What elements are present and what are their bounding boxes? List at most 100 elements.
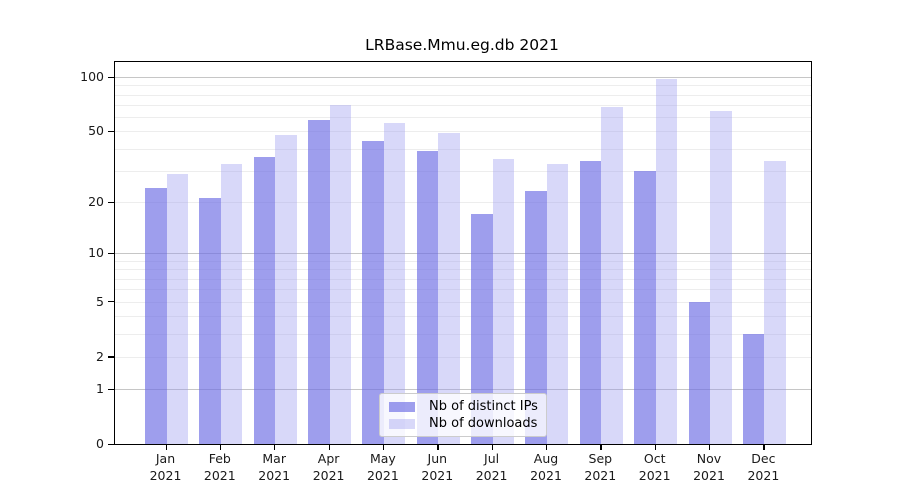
- x-tick-jan: [165, 444, 167, 451]
- bar-nb-of-distinct-ips-jan: [145, 188, 167, 444]
- bar-nb-of-downloads-feb: [220, 163, 243, 444]
- y-tick-0: [108, 443, 114, 445]
- bar-nb-of-downloads-oct: [655, 79, 678, 444]
- y-tick-label-2: 2: [96, 348, 104, 364]
- x-tick-label-jan: Jan 2021: [134, 450, 198, 484]
- y-tick-20: [108, 201, 114, 203]
- x-tick-year-apr: 2021: [312, 468, 345, 483]
- x-tick-nov: [709, 444, 711, 451]
- gridline-minor-70: [115, 105, 811, 106]
- x-tick-apr: [328, 444, 330, 451]
- bar-nb-of-downloads-apr: [329, 105, 352, 444]
- bar-nb-of-distinct-ips-dec: [742, 333, 765, 444]
- x-tick-label-apr: Apr 2021: [297, 450, 361, 484]
- x-tick-year-mar: 2021: [258, 468, 291, 483]
- x-tick-oct: [654, 444, 656, 451]
- bar-nb-of-downloads-may: [383, 122, 406, 444]
- gridline-minor-8: [115, 269, 811, 271]
- x-tick-label-aug: Aug 2021: [514, 450, 578, 484]
- gridline-major-1: [115, 388, 811, 390]
- gridline-minor-50: [115, 131, 811, 133]
- x-tick-label-may: May 2021: [351, 450, 415, 484]
- chart-title: LRBase.Mmu.eg.db 2021: [365, 36, 559, 54]
- y-tick-label-50: 50: [88, 123, 104, 139]
- x-tick-may: [382, 444, 385, 451]
- x-tick-feb: [219, 444, 222, 451]
- gridline-minor-5: [115, 301, 811, 303]
- x-tick-sep: [600, 444, 602, 451]
- bar-nb-of-distinct-ips-nov: [688, 301, 710, 444]
- gridline-major-10: [115, 253, 811, 255]
- bar-nb-of-distinct-ips-may: [362, 141, 384, 444]
- legend-item-downloads: Nb of downloads: [387, 416, 539, 431]
- x-tick-year-sep: 2021: [584, 468, 617, 483]
- y-tick-label-5: 5: [96, 293, 104, 309]
- legend-item-distinct-ips: Nb of distinct IPs: [387, 399, 539, 414]
- x-tick-label-jul: Jul 2021: [460, 450, 524, 484]
- y-tick-label-10: 10: [88, 245, 104, 261]
- x-tick-year-nov: 2021: [693, 468, 725, 483]
- x-tick-dec: [763, 444, 765, 451]
- bar-nb-of-distinct-ips-jun: [416, 150, 439, 444]
- bar-nb-of-downloads-mar: [275, 134, 297, 444]
- x-tick-label-jun: Jun 2021: [405, 450, 469, 484]
- x-tick-jun: [437, 444, 439, 451]
- plot-area: [114, 61, 812, 445]
- legend-label-distinct-ips: Nb of distinct IPs: [429, 399, 538, 414]
- gridline-minor-3: [115, 333, 811, 335]
- gridline-minor-4: [115, 316, 811, 317]
- x-tick-year-dec: 2021: [747, 468, 780, 483]
- gridline-minor-9: [115, 260, 811, 262]
- y-tick-1: [108, 388, 114, 390]
- y-tick-label-0: 0: [96, 436, 104, 451]
- x-tick-year-jul: 2021: [475, 468, 508, 483]
- x-tick-aug: [546, 444, 548, 451]
- legend: Nb of distinct IPs Nb of downloads: [379, 393, 547, 437]
- bar-nb-of-distinct-ips-apr: [308, 119, 330, 444]
- x-tick-label-feb: Feb 2021: [188, 450, 252, 484]
- gridline-minor-2: [115, 356, 811, 358]
- x-tick-year-jun: 2021: [421, 468, 454, 483]
- bar-nb-of-distinct-ips-jul: [471, 214, 493, 444]
- x-tick-mar: [274, 444, 276, 451]
- gridline-minor-40: [115, 148, 811, 150]
- bar-nb-of-downloads-jan: [166, 173, 188, 444]
- x-tick-label-mar: Mar 2021: [242, 450, 306, 484]
- bar-nb-of-distinct-ips-aug: [525, 191, 547, 444]
- y-tick-2: [108, 356, 114, 358]
- bar-nb-of-downloads-sep: [601, 107, 623, 444]
- y-tick-10: [108, 253, 114, 255]
- gridline-minor-60: [115, 117, 811, 119]
- gridline-major-100: [115, 77, 811, 78]
- legend-swatch-downloads: [389, 418, 415, 429]
- bar-nb-of-downloads-aug: [546, 163, 569, 444]
- legend-swatch-distinct-ips: [389, 401, 415, 412]
- y-tick-5: [108, 301, 114, 303]
- y-tick-label-100: 100: [80, 69, 104, 84]
- bar-nb-of-downloads-dec: [764, 161, 786, 444]
- gridline-minor-80: [115, 94, 811, 96]
- bar-nb-of-distinct-ips-oct: [634, 170, 656, 444]
- legend-label-downloads: Nb of downloads: [429, 416, 538, 431]
- x-tick-label-dec: Dec 2021: [731, 450, 795, 484]
- x-tick-year-jan: 2021: [149, 468, 182, 483]
- x-tick-year-oct: 2021: [638, 468, 671, 483]
- bar-nb-of-distinct-ips-sep: [579, 161, 602, 444]
- x-tick-year-feb: 2021: [203, 468, 236, 483]
- y-tick-label-20: 20: [88, 193, 104, 209]
- bar-nb-of-downloads-jul: [492, 159, 515, 444]
- gridline-minor-7: [115, 278, 811, 280]
- gridline-minor-6: [115, 289, 811, 291]
- x-tick-label-nov: Nov 2021: [677, 450, 741, 484]
- bar-nb-of-distinct-ips-mar: [253, 156, 276, 444]
- bar-nb-of-downloads-nov: [710, 110, 732, 444]
- gridline-minor-20: [115, 201, 811, 203]
- bar-nb-of-distinct-ips-feb: [199, 198, 221, 444]
- gridline-minor-30: [115, 170, 811, 172]
- x-tick-year-aug: 2021: [530, 468, 562, 483]
- y-tick-50: [108, 131, 114, 133]
- x-tick-label-oct: Oct 2021: [623, 450, 687, 484]
- gridline-minor-90: [115, 85, 811, 87]
- x-tick-year-may: 2021: [366, 468, 399, 483]
